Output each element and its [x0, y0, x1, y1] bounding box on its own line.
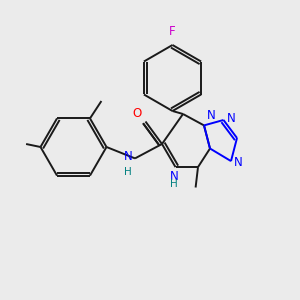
- Text: O: O: [133, 107, 142, 120]
- Text: H: H: [170, 179, 178, 189]
- Text: N: N: [206, 109, 215, 122]
- Text: H: H: [124, 167, 132, 177]
- Text: N: N: [226, 112, 235, 125]
- Text: N: N: [234, 156, 243, 169]
- Text: N: N: [169, 169, 178, 182]
- Text: N: N: [124, 150, 133, 164]
- Text: F: F: [169, 26, 176, 38]
